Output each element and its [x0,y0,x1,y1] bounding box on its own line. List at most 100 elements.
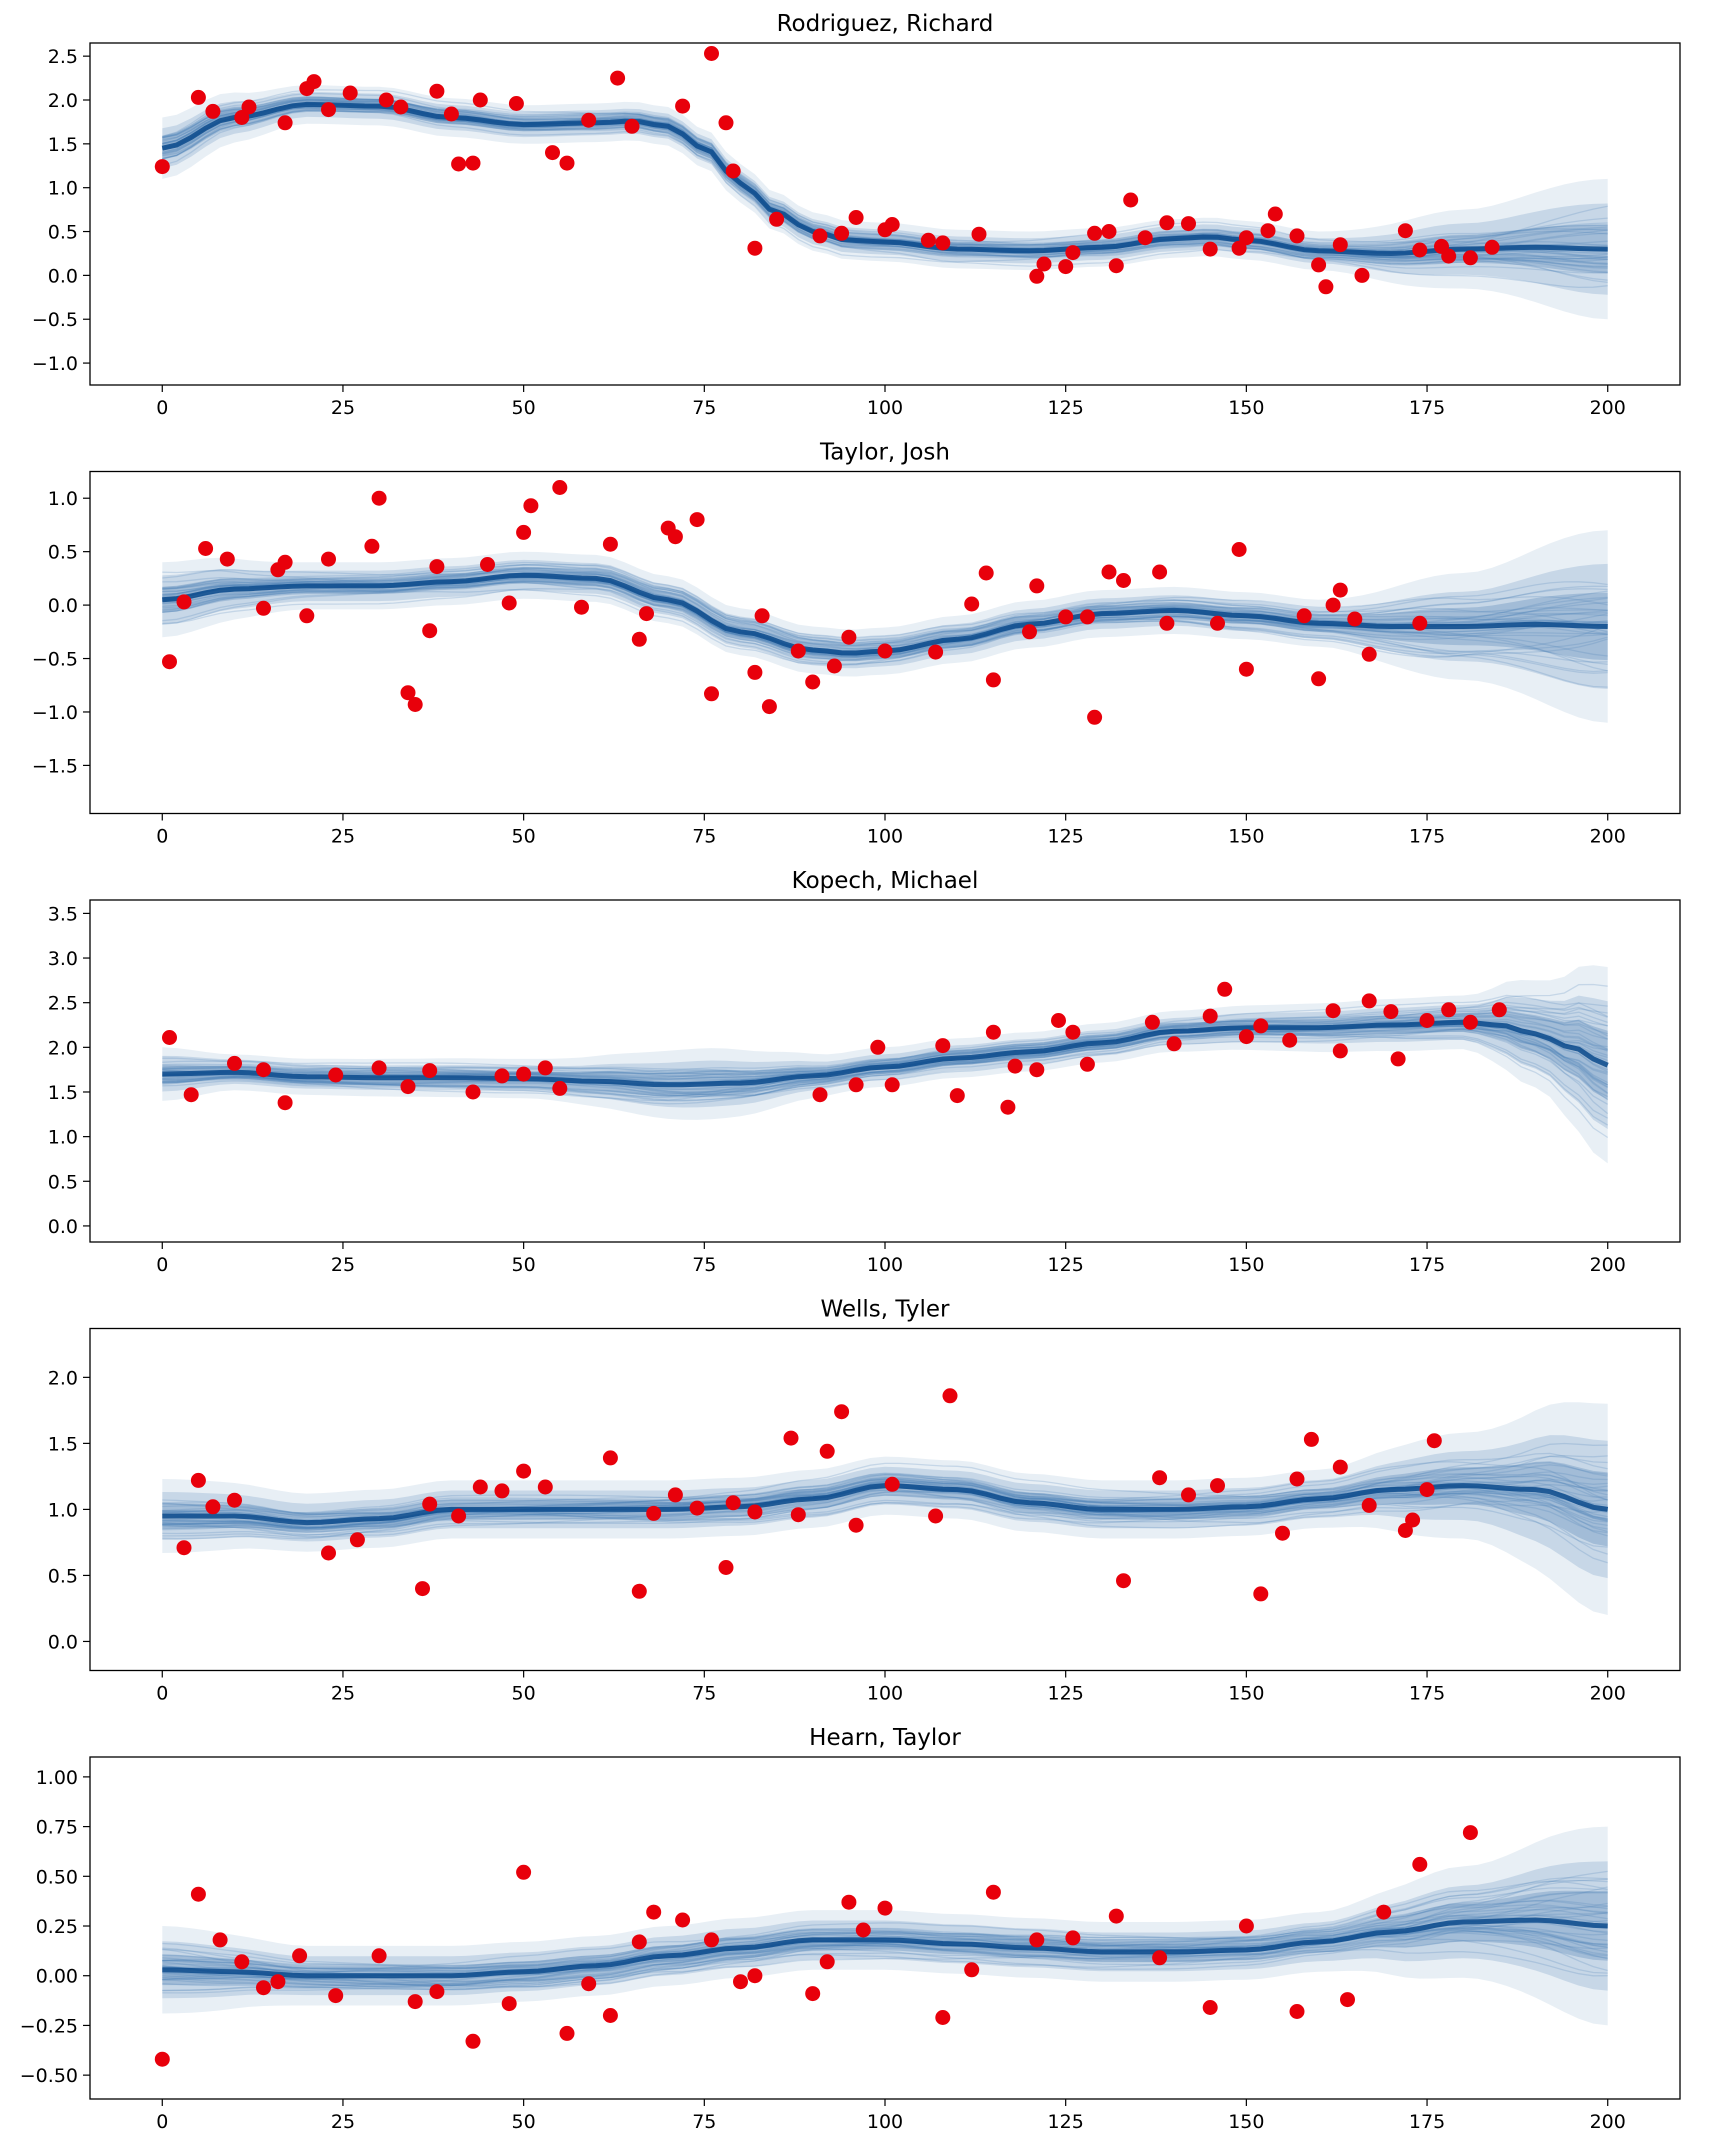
data-point [480,557,495,572]
data-point [1383,1004,1399,1020]
x-tick-label: 200 [1590,397,1626,419]
data-point [624,118,640,134]
sample-curve [162,1877,1608,1990]
y-tick-label: 2.0 [48,1367,78,1389]
data-point [1152,1950,1168,1966]
data-point [725,1495,741,1511]
sample-curve [162,109,1608,246]
data-point [928,644,944,660]
data-point [1159,215,1175,231]
data-point [1108,258,1124,274]
x-tick-label: 125 [1048,826,1084,848]
sample-curve [162,1878,1608,1982]
data-point [465,2033,481,2049]
x-tick-label: 0 [156,826,168,848]
data-point [328,1988,344,2004]
data-point [292,1948,308,1964]
data-point [602,2008,618,2023]
data-point [718,1560,734,1575]
x-tick-label: 25 [331,397,355,419]
x-tick-label: 50 [512,1254,536,1276]
x-tick-label: 0 [156,1683,168,1705]
data-point [183,1087,199,1103]
data-point [349,1532,365,1548]
posterior-band [162,85,1608,320]
data-point [162,1030,177,1045]
data-point [884,1077,900,1093]
data-point [675,1912,691,1928]
data-point [205,1499,221,1515]
y-tick-label: −1.5 [32,755,78,777]
x-tick-label: 75 [692,397,716,419]
data-point [516,1066,532,1082]
posterior-band [162,1461,1608,1547]
data-point [422,1063,438,1079]
posterior-band [162,1861,1608,1999]
data-point [1238,1029,1254,1045]
data-point [1282,1032,1298,1048]
data-point [501,1996,517,2012]
data-point [371,1060,387,1076]
sample-curve [162,567,1608,657]
x-tick-label: 25 [331,1683,355,1705]
data-point [1260,223,1276,239]
y-tick-label: 0.5 [48,1171,78,1193]
x-tick-label: 0 [156,397,168,419]
x-tick-label: 25 [331,2111,355,2133]
sample-curve [162,92,1608,263]
data-point [1253,1586,1269,1602]
data-point [761,699,777,715]
sample-curve [162,89,1608,267]
data-point [646,1505,662,1521]
data-point [964,1962,980,1978]
data-point [415,1581,430,1597]
y-tick-label: 0.5 [48,222,78,244]
sample-curve [162,1919,1608,1970]
x-tick-label: 100 [867,397,903,419]
data-point [1202,2000,1218,2015]
data-point [985,1024,1001,1040]
data-point [1058,259,1074,275]
data-point [422,623,438,639]
x-tick-label: 75 [692,826,716,848]
data-point [516,1864,532,1880]
chart-panel-1: Taylor, Josh 0 25 50 75 100 125 150 175 200 −1.5 −1… [32,440,1681,848]
chart-panel-3: Wells, Tyler 0 25 50 75 100 125 150 175 200 0.0 0.5… [48,1297,1681,1705]
y-tick-label: 2.0 [48,1037,78,1059]
data-point [1462,1014,1478,1030]
sample-curve [162,1013,1608,1090]
data-point [1332,582,1348,598]
data-point [841,629,857,645]
data-point [812,1087,828,1103]
y-tick-label: 0.75 [36,1817,78,1839]
x-tick-label: 25 [331,1254,355,1276]
data-point [1065,1024,1081,1040]
data-point [256,1980,271,1996]
x-tick-label: 175 [1409,397,1445,419]
data-point [689,1500,705,1516]
data-point [465,1084,481,1100]
data-point [162,654,177,670]
x-tick-label: 125 [1048,1254,1084,1276]
data-point [689,512,705,528]
data-point [1087,709,1103,725]
data-point [884,217,900,232]
data-point [1029,578,1045,594]
x-tick-label: 100 [867,1254,903,1276]
x-tick-label: 50 [512,826,536,848]
y-tick-label: 0.0 [48,595,78,617]
data-point [212,1932,228,1948]
data-point [270,1974,286,1990]
y-tick-label: −0.5 [32,649,78,671]
x-tick-label: 25 [331,826,355,848]
x-tick-label: 150 [1228,397,1264,419]
data-point [1289,1471,1305,1487]
data-point [154,159,170,175]
chart-title: Wells, Tyler [820,1297,950,1323]
data-point [935,1038,951,1054]
data-point [190,1886,206,1902]
sample-curve [162,570,1608,688]
data-point [1137,230,1153,246]
data-point [1152,564,1168,580]
data-point [1462,1825,1478,1841]
